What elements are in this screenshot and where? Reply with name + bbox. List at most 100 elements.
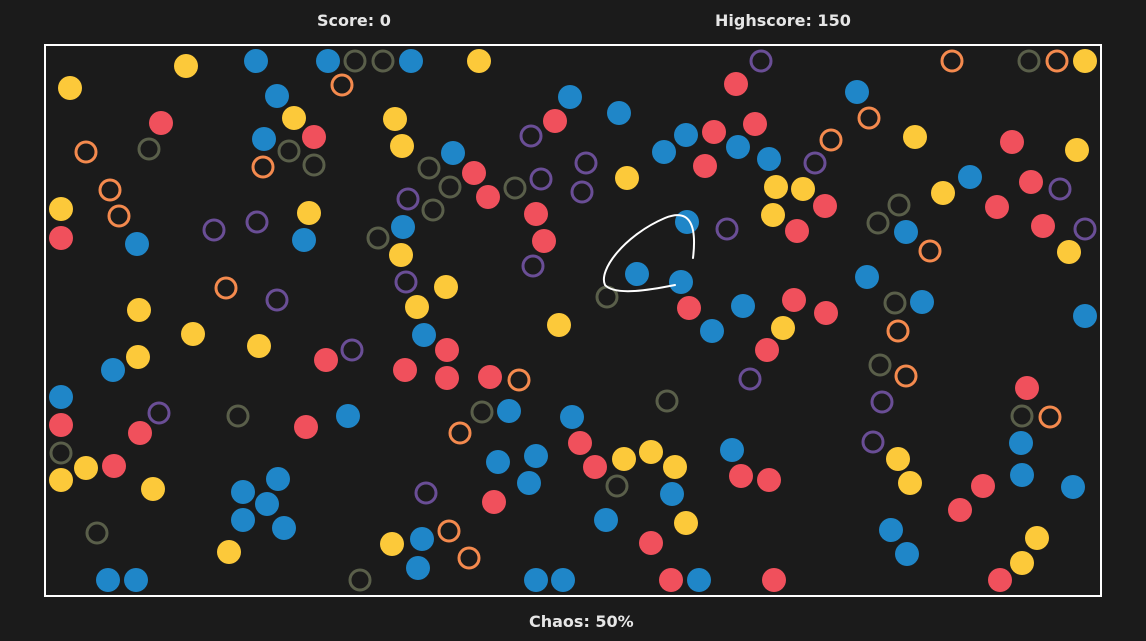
red-ball[interactable] (532, 229, 556, 253)
red-ball[interactable] (149, 111, 173, 135)
blue-ball[interactable] (894, 220, 918, 244)
yellow-ball[interactable] (217, 540, 241, 564)
red-ball[interactable] (543, 109, 567, 133)
blue-ball[interactable] (486, 450, 510, 474)
blue-ball[interactable] (958, 165, 982, 189)
yellow-ball[interactable] (405, 295, 429, 319)
yellow-ball[interactable] (282, 106, 306, 130)
red-ball[interactable] (49, 413, 73, 437)
yellow-ball[interactable] (639, 440, 663, 464)
blue-ball[interactable] (524, 444, 548, 468)
yellow-ball[interactable] (898, 471, 922, 495)
purple-ring[interactable] (202, 218, 226, 242)
yellow-ball[interactable] (174, 54, 198, 78)
olive-ring[interactable] (883, 291, 907, 315)
yellow-ball[interactable] (615, 166, 639, 190)
blue-ball[interactable] (1061, 475, 1085, 499)
red-ball[interactable] (482, 490, 506, 514)
olive-ring[interactable] (348, 568, 372, 592)
purple-ring[interactable] (414, 481, 438, 505)
red-ball[interactable] (294, 415, 318, 439)
blue-ball[interactable] (412, 323, 436, 347)
yellow-ball[interactable] (791, 177, 815, 201)
orange-ring[interactable] (448, 421, 472, 445)
yellow-ball[interactable] (58, 76, 82, 100)
blue-ball[interactable] (594, 508, 618, 532)
blue-ball[interactable] (272, 516, 296, 540)
red-ball[interactable] (462, 161, 486, 185)
yellow-ball[interactable] (903, 125, 927, 149)
blue-ball[interactable] (497, 399, 521, 423)
blue-ball[interactable] (244, 49, 268, 73)
blue-ball[interactable] (879, 518, 903, 542)
blue-ball[interactable] (399, 49, 423, 73)
blue-ball[interactable] (49, 385, 73, 409)
blue-ball[interactable] (560, 405, 584, 429)
blue-ball[interactable] (266, 467, 290, 491)
red-ball[interactable] (813, 194, 837, 218)
olive-ring[interactable] (366, 226, 390, 250)
red-ball[interactable] (476, 185, 500, 209)
olive-ring[interactable] (277, 139, 301, 163)
red-ball[interactable] (724, 72, 748, 96)
blue-ball[interactable] (406, 556, 430, 580)
orange-ring[interactable] (886, 319, 910, 343)
blue-ball[interactable] (1010, 463, 1034, 487)
blue-ball[interactable] (101, 358, 125, 382)
red-ball[interactable] (1019, 170, 1043, 194)
red-ball[interactable] (985, 195, 1009, 219)
yellow-ball[interactable] (467, 49, 491, 73)
red-ball[interactable] (785, 219, 809, 243)
olive-ring[interactable] (421, 198, 445, 222)
red-ball[interactable] (393, 358, 417, 382)
red-ball[interactable] (302, 125, 326, 149)
red-ball[interactable] (1031, 214, 1055, 238)
yellow-ball[interactable] (383, 107, 407, 131)
yellow-ball[interactable] (886, 447, 910, 471)
blue-ball[interactable] (265, 84, 289, 108)
red-ball[interactable] (102, 454, 126, 478)
yellow-ball[interactable] (390, 134, 414, 158)
purple-ring[interactable] (245, 210, 269, 234)
olive-ring[interactable] (470, 400, 494, 424)
blue-ball[interactable] (124, 568, 148, 592)
red-ball[interactable] (948, 498, 972, 522)
olive-ring[interactable] (868, 353, 892, 377)
blue-ball[interactable] (292, 228, 316, 252)
purple-ring[interactable] (147, 401, 171, 425)
yellow-ball[interactable] (127, 298, 151, 322)
purple-ring[interactable] (394, 270, 418, 294)
blue-ball[interactable] (551, 568, 575, 592)
yellow-ball[interactable] (1073, 49, 1097, 73)
orange-ring[interactable] (98, 178, 122, 202)
yellow-ball[interactable] (1025, 526, 1049, 550)
blue-ball[interactable] (910, 290, 934, 314)
orange-ring[interactable] (251, 155, 275, 179)
blue-ball[interactable] (660, 482, 684, 506)
purple-ring[interactable] (738, 367, 762, 391)
blue-ball[interactable] (607, 101, 631, 125)
red-ball[interactable] (435, 338, 459, 362)
red-ball[interactable] (478, 365, 502, 389)
red-ball[interactable] (814, 301, 838, 325)
orange-ring[interactable] (894, 364, 918, 388)
blue-ball[interactable] (96, 568, 120, 592)
orange-ring[interactable] (214, 276, 238, 300)
olive-ring[interactable] (302, 153, 326, 177)
red-ball[interactable] (693, 154, 717, 178)
blue-ball[interactable] (687, 568, 711, 592)
blue-ball[interactable] (625, 262, 649, 286)
blue-ball[interactable] (757, 147, 781, 171)
blue-ball[interactable] (1073, 304, 1097, 328)
red-ball[interactable] (568, 431, 592, 455)
purple-ring[interactable] (870, 390, 894, 414)
yellow-ball[interactable] (547, 313, 571, 337)
blue-ball[interactable] (674, 123, 698, 147)
purple-ring[interactable] (715, 217, 739, 241)
orange-ring[interactable] (1045, 49, 1069, 73)
purple-ring[interactable] (1048, 177, 1072, 201)
yellow-ball[interactable] (297, 201, 321, 225)
orange-ring[interactable] (107, 204, 131, 228)
red-ball[interactable] (755, 338, 779, 362)
purple-ring[interactable] (265, 288, 289, 312)
